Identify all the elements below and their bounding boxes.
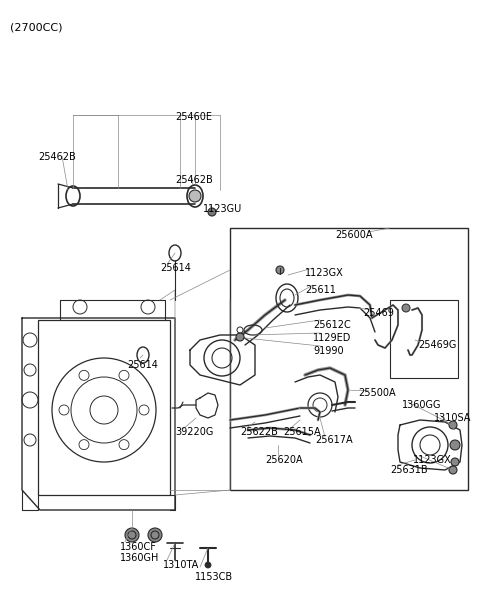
- Text: 1360GH: 1360GH: [120, 553, 159, 563]
- Text: 1310SA: 1310SA: [434, 413, 471, 423]
- Text: 39220G: 39220G: [175, 427, 214, 437]
- Text: 1123GX: 1123GX: [413, 455, 452, 465]
- Text: 1123GX: 1123GX: [305, 268, 344, 278]
- Text: 25615A: 25615A: [283, 427, 321, 437]
- Bar: [230, 228, 468, 490]
- Circle shape: [236, 333, 244, 341]
- Bar: [38, 320, 170, 495]
- Circle shape: [451, 458, 459, 466]
- Circle shape: [449, 421, 457, 429]
- Circle shape: [208, 208, 216, 216]
- Text: 25611: 25611: [305, 285, 336, 295]
- Text: 25469G: 25469G: [418, 340, 456, 350]
- Text: 25612C: 25612C: [313, 320, 351, 330]
- Text: 25462B: 25462B: [38, 152, 76, 162]
- Circle shape: [402, 304, 410, 312]
- Bar: [390, 300, 458, 378]
- Text: 25617A: 25617A: [315, 435, 353, 445]
- Text: 25462B: 25462B: [175, 175, 213, 185]
- Text: 25631B: 25631B: [390, 465, 428, 475]
- Circle shape: [276, 266, 284, 274]
- Text: 1360CF: 1360CF: [120, 542, 157, 552]
- Circle shape: [449, 466, 457, 474]
- Text: 25500A: 25500A: [358, 388, 396, 398]
- Text: 1310TA: 1310TA: [163, 560, 199, 570]
- Text: 1153CB: 1153CB: [195, 572, 233, 582]
- Circle shape: [189, 190, 201, 202]
- Text: 25620A: 25620A: [265, 455, 302, 465]
- Text: (2700CC): (2700CC): [10, 22, 62, 32]
- Text: 1129ED: 1129ED: [313, 333, 351, 343]
- Circle shape: [205, 562, 211, 568]
- Text: 25600A: 25600A: [335, 230, 372, 240]
- Text: 1123GU: 1123GU: [203, 204, 242, 214]
- Text: 25460E: 25460E: [175, 112, 212, 122]
- Circle shape: [125, 528, 139, 542]
- Text: 25614: 25614: [127, 360, 158, 370]
- Circle shape: [450, 440, 460, 450]
- Circle shape: [148, 528, 162, 542]
- Text: 25614: 25614: [160, 263, 191, 273]
- Text: 91990: 91990: [313, 346, 344, 356]
- Text: 1360GG: 1360GG: [402, 400, 442, 410]
- Text: 25622B: 25622B: [240, 427, 278, 437]
- Text: 25469: 25469: [363, 308, 394, 318]
